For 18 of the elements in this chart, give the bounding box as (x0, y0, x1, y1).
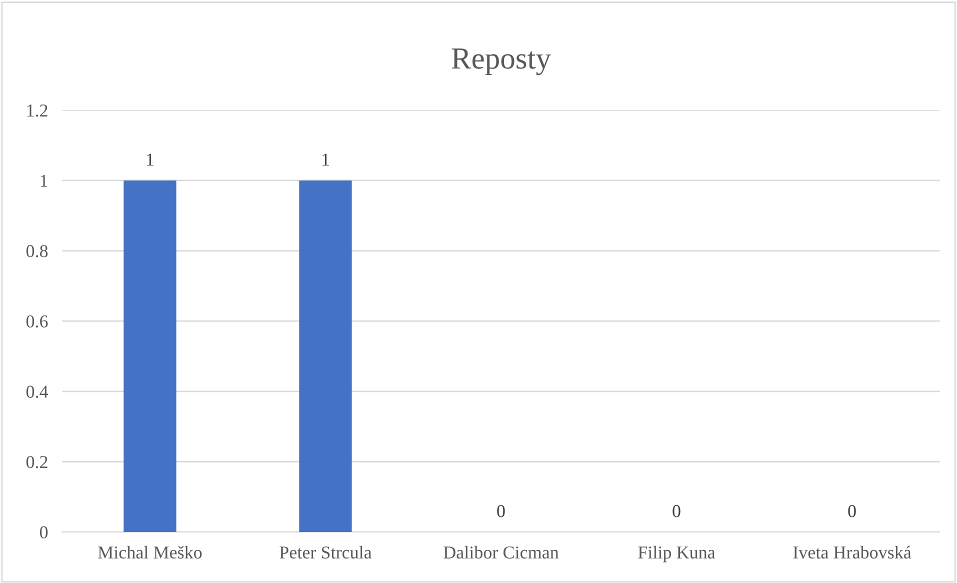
data-label: 1 (322, 154, 329, 166)
y-tick-label: 1 (40, 174, 48, 187)
y-tick-label: 0.6 (26, 315, 48, 328)
y-tick-label: 0 (40, 526, 48, 538)
x-tick-label: Iveta Hrabovská (793, 546, 912, 559)
x-tick-label: Dalibor Cicman (444, 546, 559, 559)
y-tick-label: 0.2 (26, 456, 48, 468)
y-tick-label: 1.2 (27, 104, 48, 117)
y-tick-label: 0.8 (26, 245, 48, 258)
chart-title: Reposty (452, 48, 551, 76)
data-label: 0 (497, 505, 505, 518)
x-tick-label: Filip Kuna (638, 546, 716, 562)
x-tick-label: Michal Meško (98, 546, 202, 559)
data-label: 0 (848, 505, 856, 518)
data-label: 1 (147, 154, 154, 166)
x-tick-label: Peter Strcula (280, 546, 372, 559)
data-label: 0 (672, 505, 680, 518)
y-tick-label: 0.4 (26, 386, 48, 398)
